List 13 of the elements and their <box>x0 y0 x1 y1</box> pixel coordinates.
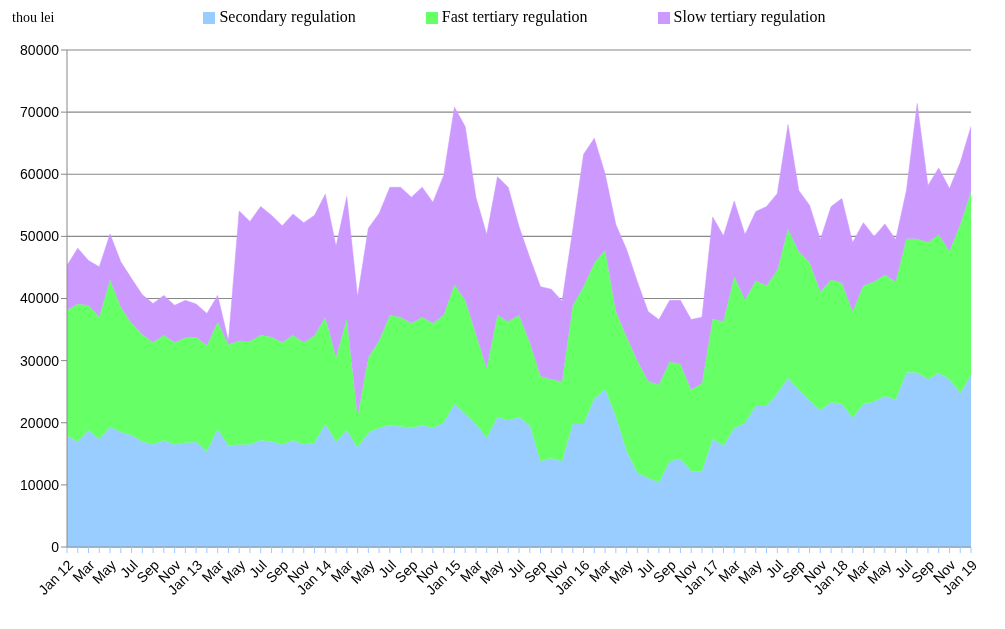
y-tick-label: 0 <box>51 538 60 555</box>
legend-label: Secondary regulation <box>219 8 356 25</box>
y-tick-label: 50000 <box>20 228 60 245</box>
y-tick-label: 80000 <box>20 41 60 58</box>
legend-label: Slow tertiary regulation <box>673 8 826 25</box>
y-tick-label: 30000 <box>20 352 60 369</box>
y-axis-title: thou lei <box>12 10 55 26</box>
y-tick-label: 20000 <box>20 414 60 431</box>
legend-label: Fast tertiary regulation <box>441 8 588 25</box>
y-tick-label: 60000 <box>20 166 60 183</box>
y-tick-label: 70000 <box>20 104 60 121</box>
y-tick-label: 10000 <box>20 476 60 493</box>
y-tick-label: 40000 <box>20 290 60 307</box>
